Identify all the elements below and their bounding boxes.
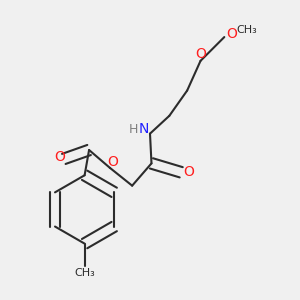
Text: O: O xyxy=(107,155,118,169)
Text: O: O xyxy=(54,150,65,164)
Text: H: H xyxy=(129,123,138,136)
Text: CH₃: CH₃ xyxy=(74,268,95,278)
Text: CH₃: CH₃ xyxy=(236,25,257,34)
Text: O: O xyxy=(183,165,194,179)
Text: N: N xyxy=(139,122,149,136)
Text: O: O xyxy=(195,47,206,61)
Text: O: O xyxy=(226,27,237,41)
